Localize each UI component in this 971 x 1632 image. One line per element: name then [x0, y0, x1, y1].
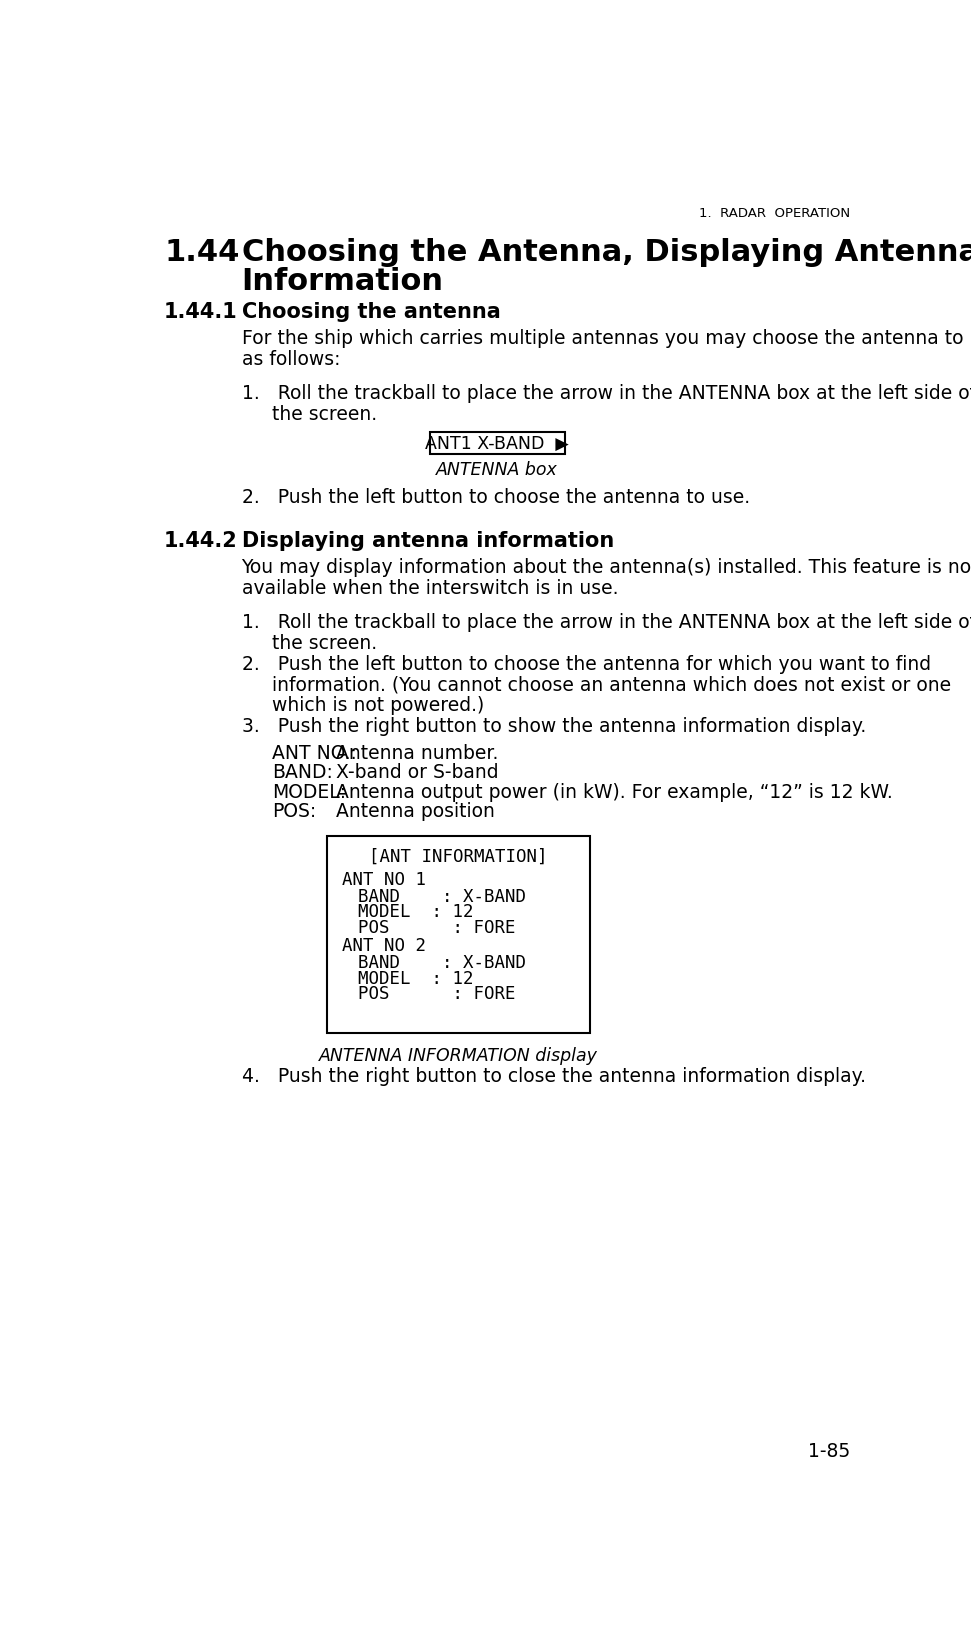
- Text: Antenna position: Antenna position: [336, 801, 495, 821]
- Text: 2.   Push the left button to choose the antenna to use.: 2. Push the left button to choose the an…: [242, 488, 750, 508]
- Text: 1.   Roll the trackball to place the arrow in the ANTENNA box at the left side o: 1. Roll the trackball to place the arrow…: [242, 614, 971, 632]
- Text: Choosing the Antenna, Displaying Antenna: Choosing the Antenna, Displaying Antenna: [242, 238, 971, 268]
- Text: the screen.: the screen.: [273, 405, 378, 424]
- Text: BAND    : X-BAND: BAND : X-BAND: [357, 955, 525, 973]
- Text: Displaying antenna information: Displaying antenna information: [242, 530, 614, 550]
- Text: 1-85: 1-85: [808, 1441, 850, 1461]
- Text: ANT NO.:: ANT NO.:: [273, 744, 357, 764]
- Text: 1.44.1: 1.44.1: [164, 302, 238, 322]
- Text: Choosing the antenna: Choosing the antenna: [242, 302, 500, 322]
- Text: Antenna output power (in kW). For example, “12” is 12 kW.: Antenna output power (in kW). For exampl…: [336, 783, 892, 801]
- Text: MODEL  : 12: MODEL : 12: [357, 904, 473, 922]
- Text: ANT1 X-BAND  ▶: ANT1 X-BAND ▶: [425, 436, 569, 454]
- Text: which is not powered.): which is not powered.): [273, 697, 485, 715]
- Text: For the ship which carries multiple antennas you may choose the antenna to use: For the ship which carries multiple ante…: [242, 330, 971, 348]
- Text: ANT NO 2: ANT NO 2: [342, 937, 426, 955]
- Text: MODEL  : 12: MODEL : 12: [357, 969, 473, 987]
- Text: Information: Information: [242, 268, 444, 297]
- FancyBboxPatch shape: [430, 432, 565, 454]
- Text: ANTENNA INFORMATION display: ANTENNA INFORMATION display: [319, 1046, 598, 1064]
- Text: 1.  RADAR  OPERATION: 1. RADAR OPERATION: [699, 207, 850, 220]
- Text: [ANT INFORMATION]: [ANT INFORMATION]: [369, 849, 548, 867]
- Text: You may display information about the antenna(s) installed. This feature is not: You may display information about the an…: [242, 558, 971, 576]
- Text: 2.   Push the left button to choose the antenna for which you want to find: 2. Push the left button to choose the an…: [242, 654, 930, 674]
- Text: BAND:: BAND:: [273, 764, 333, 782]
- Text: ANT NO 1: ANT NO 1: [342, 871, 426, 889]
- Text: 4.   Push the right button to close the antenna information display.: 4. Push the right button to close the an…: [242, 1067, 865, 1087]
- Text: ANTENNA box: ANTENNA box: [436, 462, 558, 480]
- Text: 1.44: 1.44: [164, 238, 240, 268]
- Text: 1.44.2: 1.44.2: [164, 530, 238, 550]
- Text: BAND    : X-BAND: BAND : X-BAND: [357, 888, 525, 906]
- Text: MODEL:: MODEL:: [273, 783, 347, 801]
- Text: as follows:: as follows:: [242, 349, 340, 369]
- Text: 1.   Roll the trackball to place the arrow in the ANTENNA box at the left side o: 1. Roll the trackball to place the arrow…: [242, 385, 971, 403]
- Text: available when the interswitch is in use.: available when the interswitch is in use…: [242, 578, 618, 597]
- Text: the screen.: the screen.: [273, 633, 378, 653]
- FancyBboxPatch shape: [327, 837, 590, 1033]
- Text: 3.   Push the right button to show the antenna information display.: 3. Push the right button to show the ant…: [242, 716, 866, 736]
- Text: information. (You cannot choose an antenna which does not exist or one: information. (You cannot choose an anten…: [273, 676, 952, 695]
- Text: X-band or S-band: X-band or S-band: [336, 764, 499, 782]
- Text: Antenna number.: Antenna number.: [336, 744, 498, 764]
- Text: POS      : FORE: POS : FORE: [357, 919, 516, 937]
- Text: POS:: POS:: [273, 801, 317, 821]
- Text: POS      : FORE: POS : FORE: [357, 986, 516, 1004]
